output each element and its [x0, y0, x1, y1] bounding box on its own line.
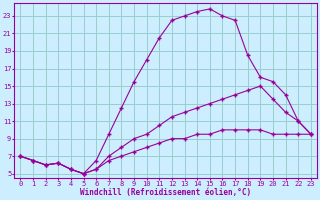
- X-axis label: Windchill (Refroidissement éolien,°C): Windchill (Refroidissement éolien,°C): [80, 188, 251, 197]
